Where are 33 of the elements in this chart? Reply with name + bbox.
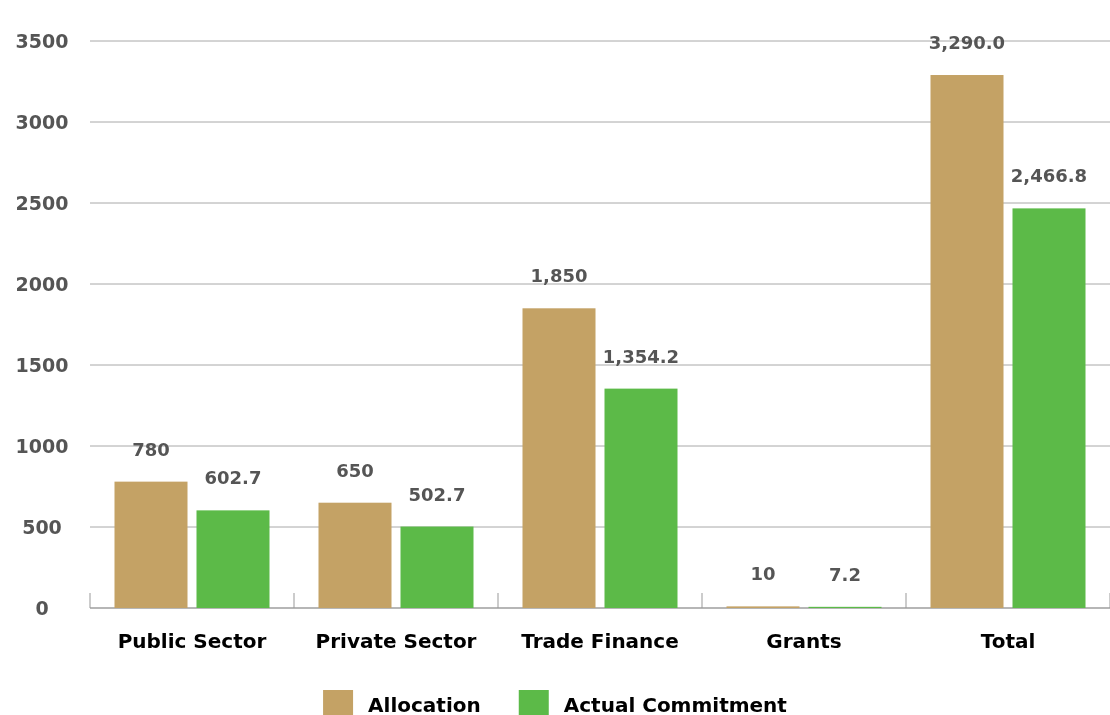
x-tick-label: Trade Finance xyxy=(521,629,679,653)
data-label: 10 xyxy=(750,563,776,585)
y-tick-label: 3500 xyxy=(15,29,69,52)
data-label: 602.7 xyxy=(204,467,262,489)
bar xyxy=(604,388,678,608)
bar xyxy=(1012,208,1086,608)
bar xyxy=(400,526,474,608)
bar xyxy=(930,75,1004,608)
data-label: 2,466.8 xyxy=(1010,165,1088,187)
data-label: 502.7 xyxy=(408,483,466,505)
y-tick-label: 1000 xyxy=(15,434,69,457)
y-tick-label: 500 xyxy=(22,515,62,538)
x-tick-label: Private Sector xyxy=(315,629,477,653)
bar xyxy=(196,510,270,608)
data-label: 780 xyxy=(132,438,170,460)
bar xyxy=(522,308,596,608)
x-tick-label: Grants xyxy=(766,629,842,653)
x-tick-label: Public Sector xyxy=(117,629,267,653)
data-label: 650 xyxy=(336,459,374,481)
y-tick-label: 2000 xyxy=(15,272,69,295)
bar xyxy=(114,481,188,608)
bar xyxy=(318,502,392,608)
y-tick-label: 3000 xyxy=(15,110,69,133)
y-tick-label: 1500 xyxy=(15,353,69,376)
data-label: 7.2 xyxy=(829,563,861,585)
y-tick-label: 0 xyxy=(35,596,49,619)
legend-label: Allocation xyxy=(368,693,481,715)
data-label: 1,850 xyxy=(530,265,588,287)
y-tick-label: 2500 xyxy=(15,191,69,214)
data-label: 3,290.0 xyxy=(928,32,1006,54)
x-tick-label: Total xyxy=(980,629,1036,653)
data-label: 1,354.2 xyxy=(602,345,680,367)
legend-label: Actual Commitment xyxy=(563,693,788,715)
